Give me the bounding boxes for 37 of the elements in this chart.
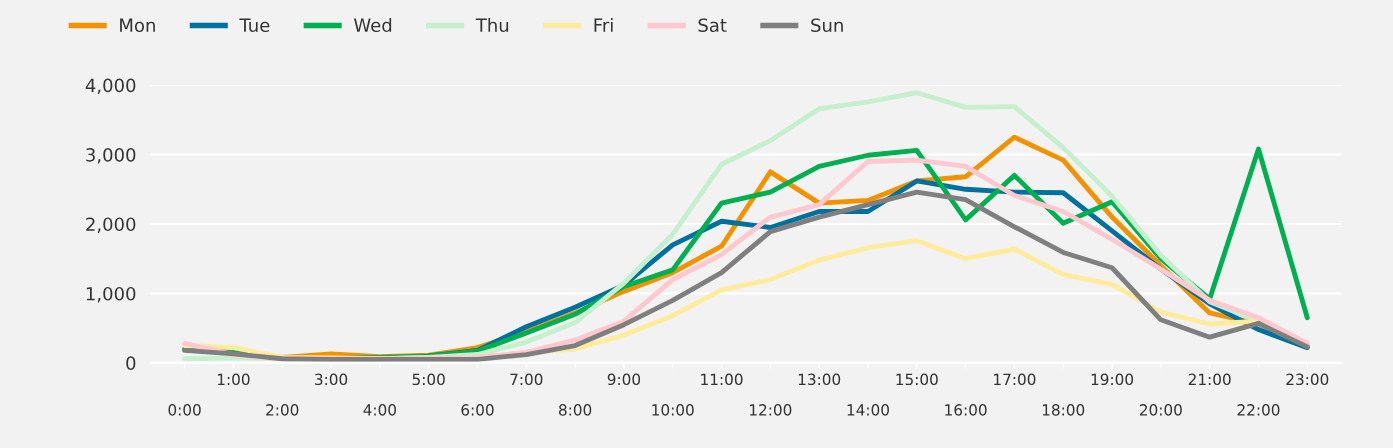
legend-label: Mon — [120, 18, 155, 33]
y-tick-label: 2,000 — [86, 217, 136, 233]
x-tick-label: 19:00 — [1091, 373, 1134, 386]
x-tick-label: 12:00 — [750, 404, 792, 416]
line-series — [182, 189, 1310, 362]
x-tick-label: 6:00 — [461, 404, 494, 416]
x-tick-label: 8:00 — [558, 404, 592, 416]
y-tick-label: 4,000 — [85, 78, 136, 95]
x-tick-label: 22:00 — [1237, 404, 1280, 416]
x-tick-label: 10:00 — [652, 404, 694, 416]
x-tick-label: 7:00 — [510, 373, 543, 386]
x-tick-label: 23:00 — [1286, 373, 1329, 386]
legend-label: Fri — [594, 18, 613, 32]
y-tick-label: 0 — [126, 356, 136, 370]
x-tick-label: 16:00 — [945, 404, 987, 416]
x-tick-label: 21:00 — [1188, 373, 1231, 386]
x-tick-label: 1:00 — [217, 373, 250, 386]
x-tick-label: 15:00 — [896, 373, 938, 386]
x-tick-label: 20:00 — [1139, 404, 1182, 416]
x-tick-label: 4:00 — [363, 404, 396, 416]
x-tick-label: 2:00 — [266, 404, 299, 416]
x-tick-label: 3:00 — [315, 373, 348, 386]
legend-label: Tue — [239, 18, 270, 33]
legend-label: Thu — [475, 18, 509, 33]
y-tick-label: 1,000 — [86, 286, 136, 303]
x-tick-label: 18:00 — [1042, 404, 1085, 416]
x-tick-label: 11:00 — [701, 373, 743, 386]
x-tick-label: 5:00 — [412, 373, 445, 386]
legend-label: Sun — [811, 18, 843, 33]
x-tick-label: 13:00 — [798, 373, 841, 386]
legend-label: Wed — [353, 18, 392, 33]
x-tick-label: 9:00 — [607, 373, 641, 386]
x-tick-label: 14:00 — [847, 404, 889, 416]
legend-label: Sat — [698, 18, 727, 33]
x-tick-label: 0:00 — [168, 404, 201, 416]
x-tick-label: 17:00 — [994, 373, 1036, 386]
y-tick-label: 3,000 — [86, 148, 136, 164]
